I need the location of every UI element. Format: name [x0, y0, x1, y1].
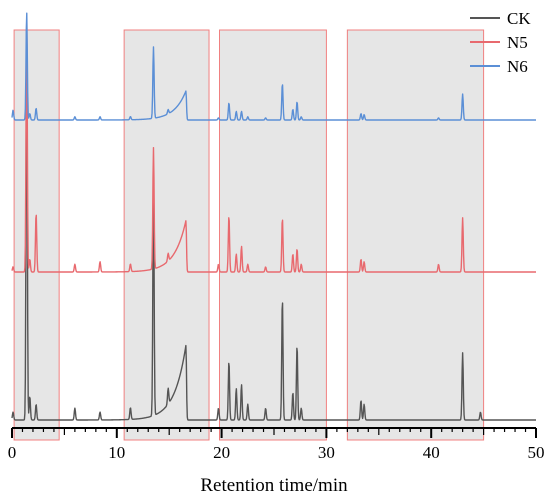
highlight-regions	[13, 29, 485, 441]
x-tick-label-50: 50	[528, 443, 545, 462]
highlight-region-2	[123, 29, 210, 441]
highlight-region-4	[346, 29, 485, 441]
x-tick-label-0: 0	[8, 443, 17, 462]
legend-label-ck: CK	[507, 9, 531, 28]
x-axis-title: Retention time/min	[200, 475, 348, 496]
legend-label-n5: N5	[507, 33, 528, 52]
trace-n6	[11, 12, 537, 121]
highlight-region-3	[219, 29, 327, 441]
x-tick-label-10: 10	[108, 443, 125, 462]
legend: CK N5 N6	[470, 9, 531, 76]
trace-ck	[11, 28, 537, 421]
chromatogram-traces	[11, 12, 537, 421]
x-axis: 0 10 20 30 40 50	[8, 427, 545, 462]
x-tick-label-20: 20	[213, 443, 230, 462]
legend-label-n6: N6	[507, 57, 528, 76]
x-tick-label-40: 40	[423, 443, 440, 462]
trace-n5	[11, 16, 537, 273]
x-tick-label-30: 30	[318, 443, 335, 462]
